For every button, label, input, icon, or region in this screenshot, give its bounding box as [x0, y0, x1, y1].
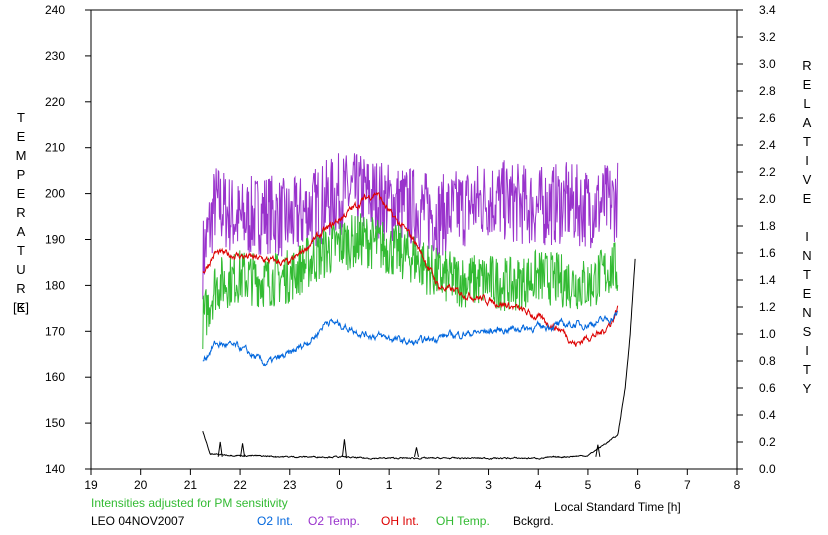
left-y-tick-label: 210 — [45, 141, 65, 155]
right-y-tick-label: 1.8 — [759, 219, 776, 233]
left-y-tick-label: 170 — [45, 324, 65, 338]
right-y-tick-label: 2.4 — [759, 138, 776, 152]
left-y-tick-label: 150 — [45, 416, 65, 430]
background-spike — [413, 447, 419, 457]
x-tick-label: 21 — [184, 478, 198, 492]
legend-bckgrd: Bckgrd. — [513, 514, 554, 528]
left-y-tick-label: 230 — [45, 49, 65, 63]
right-y-axis: 0.0 0.2 0.4 0.6 0.8 1.0 1.2 1.4 1.6 1.8 2.0 2.2 2.4 2… — [737, 3, 776, 476]
right-y-tick-label: 0.2 — [759, 435, 776, 449]
right-y-tick-label: 3.2 — [759, 30, 776, 44]
left-y-tick-label: 140 — [45, 462, 65, 476]
left-y-tick-label: 180 — [45, 278, 65, 292]
x-tick-label: 0 — [336, 478, 343, 492]
legend-oh-temp: OH Temp. — [436, 514, 490, 528]
left-y-tick-label: 160 — [45, 370, 65, 384]
legend-oh-int: OH Int. — [381, 514, 420, 528]
right-y-tick-label: 0.0 — [759, 462, 776, 476]
x-axis-label: Local Standard Time [h] — [554, 500, 681, 514]
left-y-tick-label: 220 — [45, 95, 65, 109]
background-spike — [341, 439, 347, 457]
background-spike — [595, 444, 601, 457]
x-tick-label: 20 — [134, 478, 148, 492]
right-y-tick-label: 0.6 — [759, 381, 776, 395]
right-y-tick-label: 2.2 — [759, 165, 776, 179]
left-axis-unit: [K] — [13, 300, 29, 315]
x-tick-label: 3 — [485, 478, 492, 492]
series-line-bckgrd — [202, 258, 636, 460]
right-y-tick-label: 1.6 — [759, 246, 776, 260]
x-tick-label: 4 — [535, 478, 542, 492]
x-tick-label: 22 — [233, 478, 247, 492]
background-spike — [240, 443, 246, 457]
left-y-axis: 140 150 160 170 180 190 200 210 220 230 240 — [45, 3, 91, 476]
right-y-tick-label: 0.4 — [759, 408, 776, 422]
x-axis: 19 20 21 22 23 0 1 2 3 4 5 6 7 8 — [84, 469, 741, 492]
x-tick-label: 23 — [283, 478, 297, 492]
background-spike — [217, 441, 223, 457]
right-y-tick-label: 3.4 — [759, 3, 776, 17]
left-y-tick-label: 200 — [45, 187, 65, 201]
right-y-tick-label: 1.0 — [759, 327, 776, 341]
left-y-tick-label: 190 — [45, 233, 65, 247]
x-tick-label: 5 — [585, 478, 592, 492]
station-date: LEO 04NOV2007 — [91, 514, 185, 528]
right-y-tick-label: 2.6 — [759, 111, 776, 125]
series-line-o2-int — [202, 310, 619, 367]
series-line-oh-temp — [202, 213, 619, 350]
right-y-tick-label: 0.8 — [759, 354, 776, 368]
x-tick-label: 2 — [436, 478, 443, 492]
right-y-tick-label: 2.0 — [759, 192, 776, 206]
x-tick-label: 19 — [84, 478, 98, 492]
legend-o2-int: O2 Int. — [257, 514, 294, 528]
series-line-o2-temp — [202, 153, 619, 300]
series-layer — [202, 153, 636, 460]
x-tick-label: 1 — [386, 478, 393, 492]
right-y-tick-label: 2.8 — [759, 84, 776, 98]
right-y-tick-label: 1.4 — [759, 273, 776, 287]
series-line-oh-int — [202, 191, 619, 347]
x-tick-label: 7 — [684, 478, 691, 492]
sensitivity-note: Intensities adjusted for PM sensitivity — [91, 496, 288, 510]
legend-o2-temp: O2 Temp. — [308, 514, 360, 528]
x-tick-label: 6 — [634, 478, 641, 492]
right-y-tick-label: 1.2 — [759, 300, 776, 314]
right-y-tick-label: 3.0 — [759, 57, 776, 71]
left-y-tick-label: 240 — [45, 3, 65, 17]
x-tick-label: 8 — [734, 478, 741, 492]
